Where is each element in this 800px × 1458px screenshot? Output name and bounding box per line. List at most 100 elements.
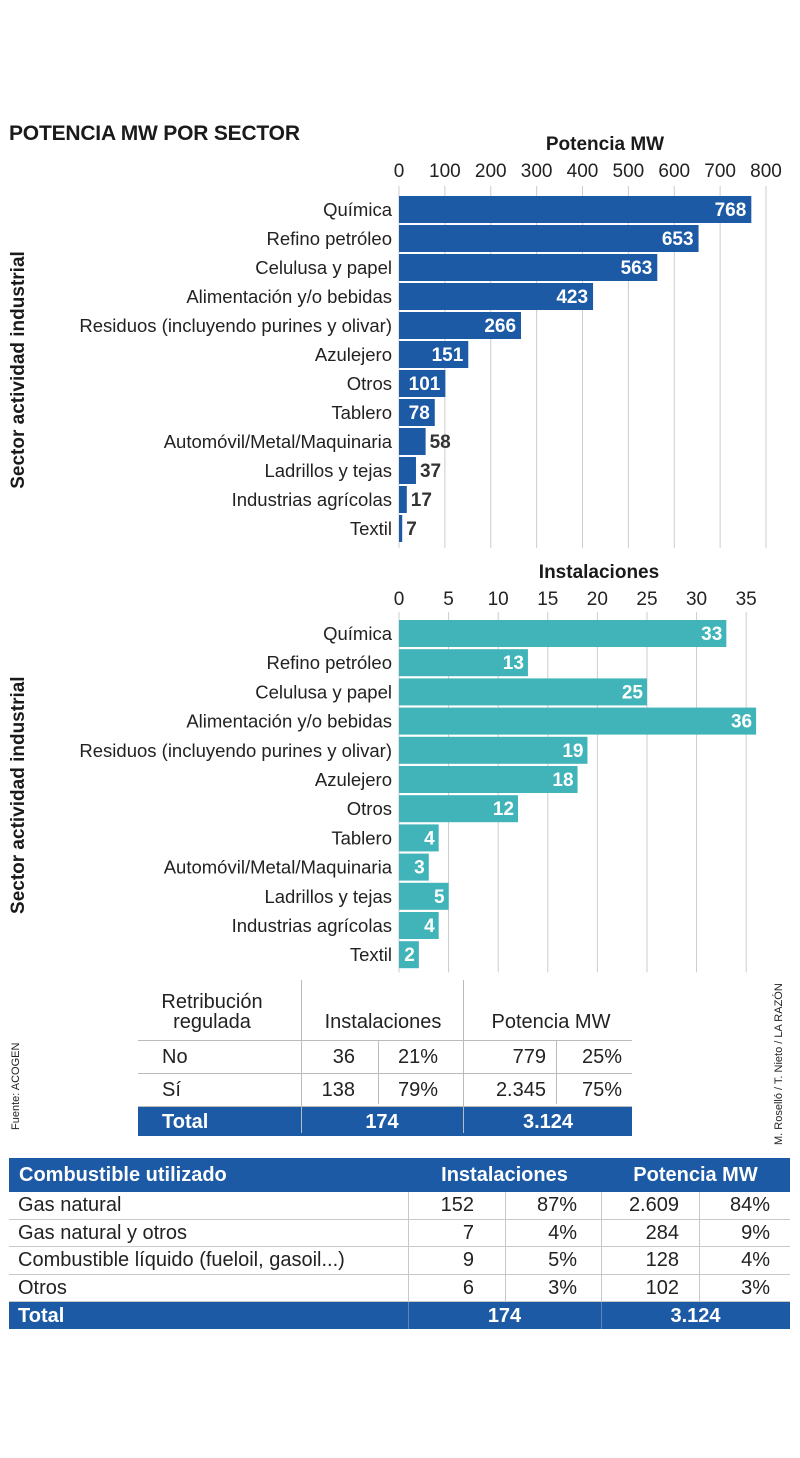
value-label: 5 (434, 887, 445, 908)
bar (399, 707, 757, 735)
fuel-row: Otros 6 3% 102 3% (9, 1274, 790, 1302)
bar (399, 620, 727, 647)
cell-mw: 2.345 (495, 1079, 546, 1101)
cell-inst: 6 (462, 1276, 474, 1299)
cell-mw: 779 (512, 1046, 546, 1068)
total-label: Total (162, 1111, 209, 1133)
value-label: 13 (503, 653, 524, 674)
value-label: 17 (411, 490, 432, 511)
category-label: Industrias agrícolas (232, 915, 392, 936)
bar (399, 312, 522, 339)
value-label: 19 (562, 741, 583, 762)
retribution-table: Retribución regulada Instalaciones Poten… (138, 980, 632, 1136)
tick-label: 30 (686, 589, 707, 610)
category-label: Automóvil/Metal/Maquinaria (164, 857, 393, 878)
category-label: Textil (350, 944, 392, 965)
cell-mw-pct: 3% (741, 1276, 770, 1299)
cell-label: No (162, 1046, 188, 1068)
tick-label: 500 (613, 161, 645, 182)
credit-note: M. Roselló / T. Nieto / LA RAZÓN (773, 983, 785, 1145)
value-label: 768 (715, 200, 747, 221)
chart-potencia-mw: Potencia MW 0 100 200 300 400 500 600 700 800 Sect… (8, 134, 782, 548)
value-label: 33 (701, 624, 722, 645)
bar (399, 766, 578, 793)
y-axis-title: Sector actividad industrial (8, 676, 29, 914)
total-mw: 3.124 (522, 1111, 574, 1133)
bar (399, 457, 416, 484)
value-label: 4 (424, 828, 435, 849)
bar (399, 912, 439, 939)
tick-label: 200 (475, 161, 507, 182)
category-label: Tablero (331, 827, 392, 848)
cell-label: Gas natural (18, 1194, 122, 1216)
divider (463, 980, 464, 1133)
category-label: Refino petróleo (267, 652, 392, 673)
bar (399, 399, 435, 426)
category-label: Alimentación y/o bebidas (186, 711, 392, 732)
cell-label: Otros (18, 1276, 67, 1299)
axis-title: Potencia MW (546, 134, 664, 155)
value-label: 266 (484, 316, 516, 337)
cell-inst-pct: 87% (536, 1194, 577, 1216)
cell-mw: 2.609 (628, 1194, 679, 1216)
bar (399, 795, 519, 823)
bar (399, 370, 446, 397)
category-label: Textil (350, 518, 392, 539)
category-label: Química (323, 623, 393, 644)
category-label: Química (323, 199, 393, 220)
cell-mw-pct: 25% (581, 1046, 622, 1068)
category-label: Ladrillos y tejas (264, 886, 392, 907)
fuel-row: Combustible líquido (fueloil, gasoil...)… (9, 1247, 790, 1275)
bar (399, 882, 449, 910)
value-label: 7 (406, 519, 417, 540)
cell-label: Sí (162, 1079, 181, 1101)
bar (399, 283, 594, 310)
category-label: Celulusa y papel (255, 681, 392, 702)
retribution-header: Retribución regulada Instalaciones Poten… (138, 980, 632, 1041)
value-label: 423 (556, 287, 588, 308)
category-label: Otros (347, 798, 392, 819)
category-label: Residuos (incluyendo purines y olivar) (79, 315, 392, 336)
category-label: Automóvil/Metal/Maquinaria (164, 431, 393, 452)
bar (399, 225, 699, 252)
fuel-row: Gas natural 152 87% 2.609 84% (9, 1192, 790, 1220)
cell-inst: 152 (440, 1194, 474, 1216)
cell-inst-pct: 79% (397, 1079, 438, 1101)
cell-mw: 128 (645, 1249, 679, 1271)
fuel-header-label: Combustible utilizado (19, 1164, 227, 1186)
tick-label: 0 (394, 589, 405, 610)
tick-label: 0 (394, 161, 405, 182)
bar (399, 486, 407, 513)
bar (399, 428, 426, 455)
page-title: POTENCIA MW POR SECTOR (9, 122, 300, 145)
cell-mw: 284 (645, 1221, 679, 1244)
value-label: 25 (622, 682, 644, 703)
total-label: Total (18, 1305, 65, 1327)
tick-label: 700 (704, 161, 736, 182)
cell-mw-pct: 84% (729, 1194, 770, 1216)
cell-inst-pct: 4% (548, 1221, 577, 1244)
retribution-total-row: Total 174 3.124 (138, 1107, 632, 1136)
category-label: Celulusa y papel (255, 257, 392, 278)
source-note: Fuente: ACOGEN (10, 1042, 22, 1130)
cell-label: Gas natural y otros (18, 1221, 187, 1244)
retribution-row-no: No 36 21% 779 25% (138, 1041, 632, 1074)
y-axis-title: Sector actividad industrial (8, 251, 29, 489)
tick-label: 10 (488, 589, 509, 610)
bar (399, 341, 469, 368)
cell-inst: 7 (462, 1221, 474, 1244)
retribution-header-potencia: Potencia MW (491, 1011, 611, 1033)
value-label: 37 (420, 461, 441, 482)
category-label: Azulejero (315, 344, 392, 365)
value-label: 4 (424, 916, 435, 937)
category-label: Tablero (331, 402, 392, 423)
divider (556, 1040, 557, 1104)
axis-title: Instalaciones (539, 562, 659, 583)
value-label: 2 (404, 945, 415, 966)
tick-label: 300 (521, 161, 553, 182)
bar (399, 736, 588, 764)
bar (399, 515, 403, 542)
bar (399, 649, 528, 677)
tick-label: 600 (658, 161, 690, 182)
